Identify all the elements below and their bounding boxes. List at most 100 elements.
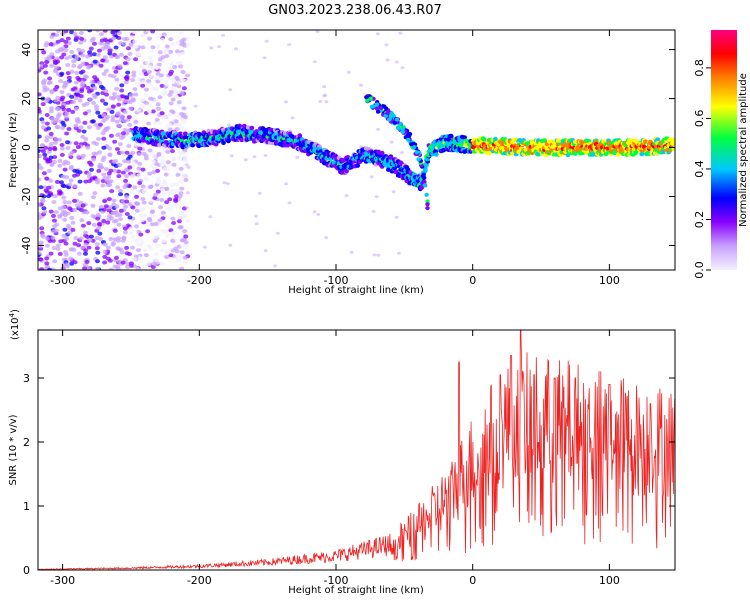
heatmap-cell [83, 230, 88, 235]
heatmap-cell [125, 70, 131, 75]
heatmap-cell [65, 63, 71, 67]
heatmap-cell [128, 226, 134, 231]
heatmap-cell [52, 155, 58, 160]
heatmap-cell [359, 145, 364, 149]
heatmap-cell [39, 143, 45, 148]
heatmap-cell [159, 111, 165, 116]
heatmap-cell [155, 189, 161, 194]
heatmap-cell [174, 75, 180, 80]
heatmap-cell [173, 197, 179, 202]
heatmap-cell [122, 128, 128, 132]
heatmap-cell [70, 109, 76, 114]
heatmap-cell [111, 241, 117, 245]
heatmap-cell [149, 49, 154, 54]
heatmap-cell [99, 32, 104, 37]
heatmap-cell [113, 45, 119, 50]
y-tick-label: 40 [20, 43, 33, 57]
heatmap-cell [52, 160, 57, 164]
heatmap-cell [111, 95, 117, 100]
heatmap-cell [392, 120, 397, 125]
heatmap-cell [40, 234, 46, 239]
heatmap-cell [65, 140, 70, 145]
heatmap-cell [58, 239, 64, 244]
y-tick-label: -40 [20, 237, 33, 255]
heatmap-cell [407, 132, 413, 136]
heatmap-cell [375, 109, 381, 114]
heatmap-cell [164, 249, 170, 254]
heatmap-cell [98, 63, 104, 68]
heatmap-cell [59, 38, 65, 43]
heatmap-cell [43, 70, 49, 75]
heatmap-cell [132, 185, 138, 190]
heatmap-cell [176, 100, 182, 105]
spectrogram-xlabel: Height of straight line (km) [288, 285, 424, 296]
heatmap-cell [44, 87, 50, 92]
heatmap-cell [368, 96, 373, 101]
heatmap-cell [359, 83, 363, 87]
heatmap-cell [134, 208, 140, 213]
heatmap-cell [183, 158, 188, 163]
heatmap-cell [173, 94, 179, 99]
heatmap-cell [57, 206, 63, 211]
heatmap-cell [76, 128, 82, 133]
heatmap-cell [42, 209, 48, 214]
heatmap-cell [62, 213, 68, 218]
heatmap-cell [66, 75, 72, 80]
heatmap-cell [364, 95, 369, 100]
heatmap-cell [167, 93, 173, 97]
heatmap-cell [148, 198, 154, 203]
heatmap-cell [158, 205, 164, 210]
heatmap-cell [75, 203, 80, 208]
heatmap-cell [41, 78, 47, 83]
heatmap-cell [171, 157, 177, 162]
heatmap-cell [103, 38, 109, 42]
heatmap-cell [149, 222, 155, 227]
x-tick-label: 0 [469, 574, 476, 587]
heatmap-cell [102, 254, 108, 259]
heatmap-cell [159, 248, 165, 253]
heatmap-cell [95, 216, 101, 221]
heatmap-cell [161, 32, 167, 37]
heatmap-cell [177, 215, 183, 220]
heatmap-cell [655, 137, 661, 142]
heatmap-cell [371, 210, 376, 214]
heatmap-cell [122, 110, 128, 114]
heatmap-cell [173, 119, 179, 124]
x-tick-label: 100 [599, 574, 620, 587]
heatmap-cell [90, 119, 96, 124]
heatmap-cell [119, 88, 125, 93]
heatmap-cell [143, 156, 149, 161]
heatmap-cell [95, 250, 101, 255]
heatmap-cell [161, 146, 167, 151]
heatmap-cell [118, 117, 124, 122]
heatmap-cell [322, 94, 327, 98]
heatmap-cell [54, 84, 60, 89]
heatmap-cell [128, 93, 134, 98]
heatmap-cell [164, 44, 170, 49]
heatmap-cell [86, 109, 92, 114]
heatmap-cell [76, 47, 82, 52]
heatmap-cell [109, 216, 114, 221]
heatmap-cell [185, 43, 191, 48]
heatmap-cell [156, 34, 162, 39]
heatmap-cell [66, 127, 72, 131]
heatmap-cell [385, 58, 390, 62]
heatmap-cell [56, 107, 62, 112]
heatmap-cell [107, 152, 113, 157]
heatmap-cell [462, 135, 467, 140]
heatmap-cell [182, 148, 188, 153]
heatmap-cell [147, 36, 152, 41]
heatmap-cell [61, 233, 67, 238]
heatmap-cell [58, 79, 64, 83]
colorbar-tick-label: 0.8 [693, 59, 706, 77]
heatmap-cell [130, 205, 136, 210]
heatmap-cell [53, 119, 59, 124]
heatmap-cell [66, 107, 72, 112]
heatmap-cell [122, 119, 128, 124]
heatmap-cell [146, 216, 152, 221]
heatmap-cell [349, 250, 354, 254]
heatmap-cell [257, 191, 262, 195]
heatmap-cell [92, 175, 98, 180]
heatmap-cell [57, 137, 62, 142]
heatmap-cell [67, 230, 73, 235]
